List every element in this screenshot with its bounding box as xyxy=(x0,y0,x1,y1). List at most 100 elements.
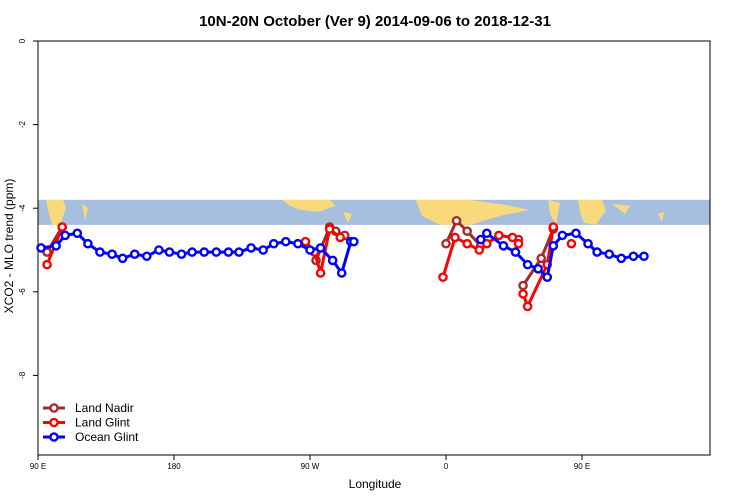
data-point xyxy=(211,247,222,257)
data-point xyxy=(164,247,175,257)
data-point xyxy=(438,272,448,282)
map-land-5 xyxy=(548,199,560,225)
data-point xyxy=(548,222,559,232)
x-tick-label: 90 E xyxy=(574,462,590,471)
map-ocean xyxy=(38,199,710,225)
map-land-8 xyxy=(658,211,664,222)
map-land-6 xyxy=(578,199,606,225)
y-tick-label: -8 xyxy=(18,371,27,379)
map-land-3 xyxy=(343,211,352,223)
data-point xyxy=(441,238,451,249)
data-point xyxy=(117,253,128,264)
map-land-1 xyxy=(82,203,88,221)
data-point xyxy=(36,243,46,253)
data-point xyxy=(349,236,359,247)
map-land-0 xyxy=(46,199,66,225)
data-point xyxy=(327,255,338,266)
data-point xyxy=(281,236,291,247)
x-axis-label: Longitude xyxy=(349,477,402,491)
data-point xyxy=(293,238,303,249)
y-axis: 0 -2 -4 -6 -8 xyxy=(18,38,38,379)
data-point xyxy=(498,241,509,251)
map-land-2 xyxy=(282,199,335,212)
data-point xyxy=(83,238,93,249)
data-point xyxy=(324,224,335,234)
plot-frame xyxy=(37,40,711,456)
series-layer xyxy=(36,215,649,312)
data-point xyxy=(510,247,521,257)
legend-label: Land Nadir xyxy=(75,401,134,415)
data-point xyxy=(583,238,593,249)
data-point xyxy=(335,232,346,243)
data-point xyxy=(234,247,244,257)
series-land-glint xyxy=(42,222,577,312)
data-point xyxy=(542,272,553,282)
data-point xyxy=(639,251,649,262)
data-point xyxy=(533,264,543,274)
legend-label: Land Glint xyxy=(75,416,130,430)
legend-marker xyxy=(49,417,59,428)
y-tick-label: 0 xyxy=(18,38,27,43)
series-ocean-glint xyxy=(36,228,649,282)
data-point xyxy=(258,245,268,255)
x-tick-label: 90 W xyxy=(301,462,320,471)
data-point xyxy=(268,238,279,249)
data-point xyxy=(462,238,472,249)
data-point xyxy=(51,241,61,251)
data-point xyxy=(513,238,524,249)
data-point xyxy=(604,249,615,259)
legend-marker xyxy=(49,403,59,413)
y-tick-label: -2 xyxy=(18,120,27,128)
data-point xyxy=(571,228,581,239)
x-tick-label: 0 xyxy=(444,462,449,471)
chart-title: 10N-20N October (Ver 9) 2014-09-06 to 20… xyxy=(199,13,551,30)
data-point xyxy=(315,268,326,278)
data-point xyxy=(628,251,639,262)
data-point xyxy=(336,268,347,278)
data-point xyxy=(223,247,234,257)
data-point xyxy=(450,232,460,243)
data-point xyxy=(474,245,485,255)
data-point xyxy=(481,228,492,239)
data-point xyxy=(107,249,117,259)
data-point xyxy=(176,249,187,259)
data-point xyxy=(246,243,256,253)
data-point xyxy=(518,289,528,299)
data-point xyxy=(42,259,52,270)
data-point xyxy=(557,230,568,241)
data-point xyxy=(507,232,518,243)
data-point xyxy=(566,238,577,249)
data-point xyxy=(548,241,559,251)
data-point xyxy=(475,234,486,245)
data-point xyxy=(305,245,315,255)
data-point xyxy=(141,251,152,262)
y-tick-label: -4 xyxy=(18,204,27,212)
legend-marker xyxy=(49,432,59,442)
y-axis-label: XCO2 - MLO trend (ppm) xyxy=(2,179,16,314)
data-point xyxy=(462,226,472,236)
map-background-band xyxy=(38,199,710,225)
series-line xyxy=(444,219,482,247)
data-point xyxy=(199,247,210,257)
map-land-7 xyxy=(612,203,630,214)
data-point xyxy=(300,236,311,247)
data-point xyxy=(522,301,533,312)
data-point xyxy=(95,247,105,257)
y-tick-label: -6 xyxy=(18,288,27,296)
data-point xyxy=(129,249,140,259)
x-tick-label: 90 E xyxy=(30,462,46,471)
data-point xyxy=(57,222,67,232)
data-point xyxy=(536,253,547,264)
data-point xyxy=(518,280,528,291)
data-point xyxy=(522,259,533,270)
x-axis: 90 E 180 90 W 0 90 E xyxy=(30,455,590,471)
map-land-4 xyxy=(416,199,530,225)
data-point xyxy=(616,253,627,264)
data-point xyxy=(315,243,326,253)
data-point xyxy=(451,215,462,226)
data-point xyxy=(187,247,197,257)
series-line xyxy=(479,231,644,279)
data-point xyxy=(60,230,70,241)
